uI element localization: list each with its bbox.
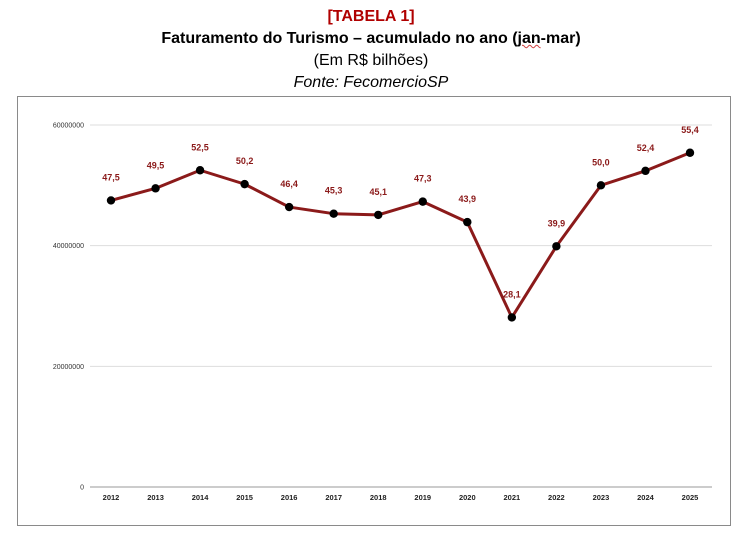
y-tick-label: 20000000 (53, 364, 84, 371)
data-label: 47,3 (414, 174, 432, 184)
table-tag: [TABELA 1] (327, 8, 415, 25)
data-label: 50,0 (592, 157, 610, 167)
data-point (240, 179, 249, 189)
data-point (552, 242, 561, 251)
y-tick-label: 40000000 (53, 243, 84, 250)
data-point (641, 166, 650, 176)
x-tick-label: 2018 (370, 493, 387, 502)
x-tick-label: 2023 (593, 493, 610, 502)
data-label: 45,1 (369, 187, 387, 197)
x-tick-label: 2013 (147, 493, 164, 502)
series-line (110, 151, 691, 319)
data-point (374, 210, 383, 220)
data-point (151, 184, 160, 193)
data-label: 45,3 (325, 186, 343, 196)
data-point (507, 313, 517, 322)
data-label: 28,1 (503, 289, 521, 299)
chart-title: Faturamento do Turismo – acumulado no an… (0, 28, 742, 50)
x-axis-ticks: 2012 2013 2014 2015 2016 2017 2018 2019 2020 2021… (103, 493, 699, 502)
chart-subtitle: (Em R$ bilhões) (313, 52, 429, 69)
data-label: 46,4 (280, 179, 298, 189)
x-tick-label: 2015 (236, 493, 253, 502)
data-point (195, 166, 205, 175)
data-point (284, 202, 294, 212)
title-part-3: -mar) (540, 30, 581, 47)
x-tick-label: 2019 (414, 493, 431, 502)
data-point (685, 148, 695, 157)
data-point (463, 217, 472, 227)
x-tick-label: 2021 (504, 493, 521, 502)
data-label: 43,9 (459, 194, 477, 204)
y-tick-label: 0 (80, 485, 84, 492)
x-tick-label: 2017 (325, 493, 342, 502)
x-tick-label: 2016 (281, 493, 298, 502)
data-label: 39,9 (548, 218, 566, 228)
title-part-2: jan (517, 30, 541, 47)
data-label: 47,5 (102, 172, 120, 182)
data-label: 52,5 (191, 142, 209, 152)
data-label: 52,4 (637, 143, 655, 153)
chart-frame (17, 96, 731, 526)
x-tick-label: 2024 (637, 493, 655, 502)
data-label: 55,4 (681, 125, 699, 135)
y-axis-ticks: 0 20000000 40000000 60000000 (53, 123, 84, 492)
data-point (596, 181, 606, 190)
data-label: 49,5 (147, 160, 165, 170)
x-tick-label: 2012 (103, 493, 120, 502)
data-labels: 47,5 49,5 52,5 50,2 46,4 45,3 45,1 47,3 43,9 28,1… (102, 125, 699, 300)
x-tick-label: 2025 (682, 493, 699, 502)
chart-source: Fonte: FecomercioSP (293, 74, 449, 91)
data-point (418, 197, 427, 206)
gridlines (90, 124, 712, 488)
data-point (329, 209, 338, 218)
data-label: 50,2 (236, 156, 254, 166)
y-tick-label: 60000000 (53, 123, 84, 130)
x-tick-label: 2022 (548, 493, 565, 502)
chart-header: [TABELA 1] Faturamento do Turismo – acum… (0, 6, 742, 94)
data-point (106, 196, 116, 205)
x-tick-label: 2020 (459, 493, 476, 502)
series-layer (106, 148, 695, 322)
title-part-1: Faturamento do Turismo – acumulado no an… (161, 30, 518, 47)
x-tick-label: 2014 (192, 493, 210, 502)
